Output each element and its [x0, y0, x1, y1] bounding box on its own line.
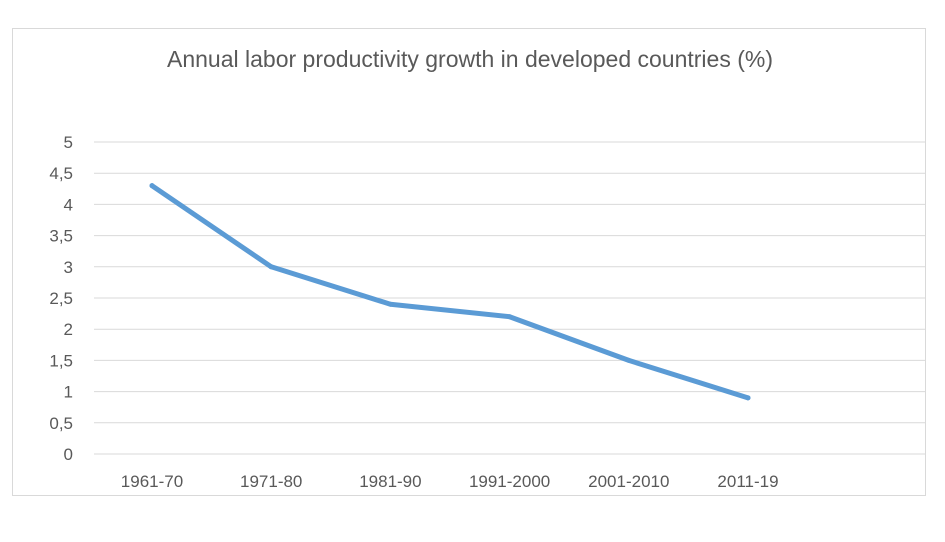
x-tick-label: 2001-2010	[588, 472, 669, 491]
x-tick-label: 1981-90	[359, 472, 421, 491]
data-point	[268, 264, 274, 270]
y-tick-label: 5	[64, 133, 73, 152]
y-axis-ticks: 0 0,5 1 1,5 2 2,5 3 3,5 4 4,5 5	[49, 133, 73, 464]
y-tick-label: 2	[64, 320, 73, 339]
y-tick-label: 1	[64, 383, 73, 402]
chart-title: Annual labor productivity growth in deve…	[167, 46, 773, 72]
series-layer	[149, 183, 751, 401]
y-tick-label: 1,5	[49, 351, 73, 370]
y-tick-label: 3	[64, 258, 73, 277]
grid-lines	[94, 141, 926, 455]
x-axis-ticks: 1961-70 1971-80 1981-90 1991-2000 2001-2010 2…	[121, 472, 779, 491]
data-point	[507, 314, 513, 320]
data-point	[626, 357, 632, 363]
y-tick-label: 3,5	[49, 227, 73, 246]
series-line-0	[149, 183, 751, 401]
data-point	[745, 395, 751, 401]
y-tick-label: 4,5	[49, 164, 73, 183]
x-tick-label: 1961-70	[121, 472, 183, 491]
y-tick-label: 4	[64, 195, 73, 214]
data-point	[149, 183, 155, 189]
x-tick-label: 2011-19	[717, 472, 778, 491]
y-tick-label: 2,5	[49, 289, 73, 308]
y-tick-label: 0	[64, 445, 73, 464]
x-tick-label: 1971-80	[240, 472, 302, 491]
chart-frame	[12, 28, 926, 496]
y-tick-label: 0,5	[49, 414, 73, 433]
x-tick-label: 1991-2000	[469, 472, 550, 491]
data-point	[387, 301, 393, 307]
